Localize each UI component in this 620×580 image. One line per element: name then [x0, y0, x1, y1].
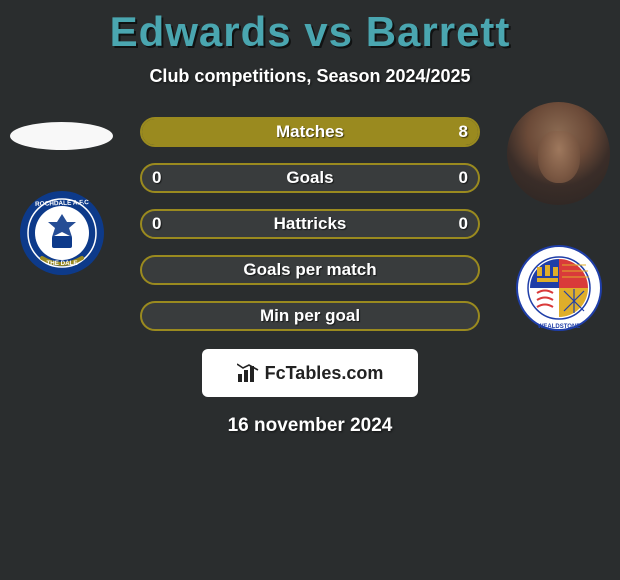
player-left-column: ROCHDALE A.F.C THE DALE: [10, 117, 113, 276]
club-badge-right: WEALDSTONE: [509, 245, 609, 331]
stat-value-left: 0: [152, 165, 161, 191]
page-title: Edwards vs Barrett: [0, 0, 620, 56]
stat-label: Matches: [142, 119, 478, 145]
player-right-column: WEALDSTONE: [507, 117, 610, 331]
stat-value-right: 0: [459, 211, 468, 237]
player-right-avatar: [507, 102, 610, 205]
stat-row: Goals0 0: [140, 163, 480, 193]
rochdale-badge-icon: ROCHDALE A.F.C THE DALE: [12, 190, 112, 276]
svg-text:WEALDSTONE: WEALDSTONE: [537, 324, 580, 330]
stat-label: Goals per match: [142, 257, 478, 283]
stat-label: Min per goal: [142, 303, 478, 329]
subtitle: Club competitions, Season 2024/2025: [0, 66, 620, 87]
stat-value-left: 0: [152, 211, 161, 237]
date-text: 16 november 2024: [0, 415, 620, 437]
branding-text: FcTables.com: [265, 363, 384, 384]
player-left-avatar: [10, 122, 113, 150]
branding-badge: FcTables.com: [202, 349, 418, 397]
club-badge-left: ROCHDALE A.F.C THE DALE: [12, 190, 112, 276]
comparison-content: ROCHDALE A.F.C THE DALE: [0, 117, 620, 331]
stat-label: Hattricks: [142, 211, 478, 237]
stat-value-right: 8: [459, 119, 468, 145]
wealdstone-badge-icon: WEALDSTONE: [509, 245, 609, 331]
bar-chart-icon: [237, 363, 259, 383]
stat-value-right: 0: [459, 165, 468, 191]
stats-list: Matches8Goals00Hattricks00Goals per matc…: [140, 117, 480, 331]
stat-row: Min per goal: [140, 301, 480, 331]
stat-label: Goals: [142, 165, 478, 191]
stat-row: Hattricks0 0: [140, 209, 480, 239]
svg-text:THE DALE: THE DALE: [46, 260, 77, 267]
stat-row: Matches8: [140, 117, 480, 147]
stat-row: Goals per match: [140, 255, 480, 285]
